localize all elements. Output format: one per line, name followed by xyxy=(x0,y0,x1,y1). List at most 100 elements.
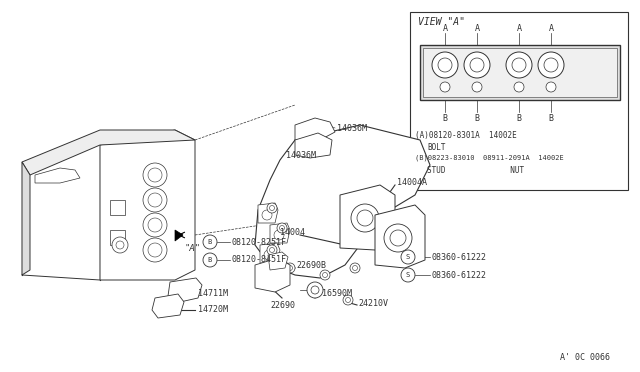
Circle shape xyxy=(357,210,373,226)
Text: 22690: 22690 xyxy=(270,301,295,310)
Bar xyxy=(420,45,620,100)
Circle shape xyxy=(353,266,358,270)
Polygon shape xyxy=(268,252,288,270)
Polygon shape xyxy=(168,278,202,302)
Polygon shape xyxy=(255,258,290,292)
Ellipse shape xyxy=(512,58,526,72)
Circle shape xyxy=(285,263,295,273)
Text: BOLT: BOLT xyxy=(427,142,445,151)
Circle shape xyxy=(320,270,330,280)
Bar xyxy=(110,200,125,215)
Circle shape xyxy=(269,247,275,253)
Text: A: A xyxy=(442,23,447,32)
Bar xyxy=(410,12,628,190)
Circle shape xyxy=(143,238,167,262)
Ellipse shape xyxy=(464,52,490,78)
Text: 24210V: 24210V xyxy=(358,299,388,308)
Circle shape xyxy=(401,268,415,282)
Text: 14711M: 14711M xyxy=(198,289,228,298)
Circle shape xyxy=(203,253,217,267)
Circle shape xyxy=(112,237,128,253)
Circle shape xyxy=(301,126,309,134)
Polygon shape xyxy=(340,185,395,250)
Text: 08120-8451F: 08120-8451F xyxy=(232,256,287,264)
Text: A: A xyxy=(516,23,522,32)
Polygon shape xyxy=(260,243,280,263)
Circle shape xyxy=(314,141,322,149)
Text: S: S xyxy=(406,254,410,260)
Text: (A)08120-8301A  14002E: (A)08120-8301A 14002E xyxy=(415,131,516,140)
Circle shape xyxy=(318,123,326,131)
Circle shape xyxy=(307,282,323,298)
Text: B: B xyxy=(516,113,522,122)
Circle shape xyxy=(143,188,167,212)
Circle shape xyxy=(116,241,124,249)
Text: (B)08223-83010  08911-2091A  14002E: (B)08223-83010 08911-2091A 14002E xyxy=(415,155,564,161)
Ellipse shape xyxy=(538,52,564,78)
Text: 14036M: 14036M xyxy=(286,151,316,160)
Text: 16590M: 16590M xyxy=(322,289,352,298)
Circle shape xyxy=(346,298,351,302)
Text: B: B xyxy=(208,239,212,245)
Circle shape xyxy=(148,218,162,232)
Polygon shape xyxy=(175,230,183,241)
Bar xyxy=(423,48,617,97)
Text: 14004: 14004 xyxy=(280,228,305,237)
Text: B: B xyxy=(548,113,554,122)
Text: B: B xyxy=(474,113,479,122)
Circle shape xyxy=(277,223,287,233)
Polygon shape xyxy=(22,130,195,175)
Ellipse shape xyxy=(470,58,484,72)
Bar xyxy=(110,230,125,245)
Circle shape xyxy=(514,82,524,92)
Circle shape xyxy=(143,163,167,187)
Text: A: A xyxy=(548,23,554,32)
Circle shape xyxy=(148,168,162,182)
Polygon shape xyxy=(295,133,332,158)
Text: VIEW "A": VIEW "A" xyxy=(418,17,465,27)
Text: 14004A: 14004A xyxy=(397,177,427,186)
Text: STUD              NUT: STUD NUT xyxy=(427,166,524,174)
Circle shape xyxy=(472,82,482,92)
Circle shape xyxy=(267,203,277,213)
Text: 14036M: 14036M xyxy=(337,124,367,132)
Text: "A": "A" xyxy=(185,244,201,253)
Polygon shape xyxy=(258,203,278,223)
Circle shape xyxy=(148,243,162,257)
Text: 08360-61222: 08360-61222 xyxy=(432,270,487,279)
Circle shape xyxy=(177,284,189,296)
Polygon shape xyxy=(270,223,290,243)
Circle shape xyxy=(546,82,556,92)
Polygon shape xyxy=(35,168,80,183)
Circle shape xyxy=(323,273,328,278)
Polygon shape xyxy=(295,118,335,140)
Text: 08360-61222: 08360-61222 xyxy=(432,253,487,262)
Circle shape xyxy=(390,230,406,246)
Text: 14720M: 14720M xyxy=(198,305,228,314)
Circle shape xyxy=(203,235,217,249)
Polygon shape xyxy=(255,125,430,278)
Circle shape xyxy=(401,250,415,264)
Polygon shape xyxy=(100,130,195,280)
Circle shape xyxy=(261,268,275,282)
Circle shape xyxy=(300,143,308,151)
Circle shape xyxy=(274,230,284,240)
Ellipse shape xyxy=(544,58,558,72)
Polygon shape xyxy=(375,205,425,268)
Circle shape xyxy=(143,213,167,237)
Circle shape xyxy=(343,295,353,305)
Circle shape xyxy=(287,266,292,270)
Text: S: S xyxy=(406,272,410,278)
Circle shape xyxy=(280,225,285,231)
Circle shape xyxy=(269,205,275,211)
Text: 08120-8251F: 08120-8251F xyxy=(232,237,287,247)
Circle shape xyxy=(267,245,277,255)
Polygon shape xyxy=(152,294,184,318)
Circle shape xyxy=(350,263,360,273)
Circle shape xyxy=(351,204,379,232)
Circle shape xyxy=(440,82,450,92)
Circle shape xyxy=(311,286,319,294)
Text: 22690B: 22690B xyxy=(296,260,326,269)
Circle shape xyxy=(384,224,412,252)
Text: B: B xyxy=(442,113,447,122)
